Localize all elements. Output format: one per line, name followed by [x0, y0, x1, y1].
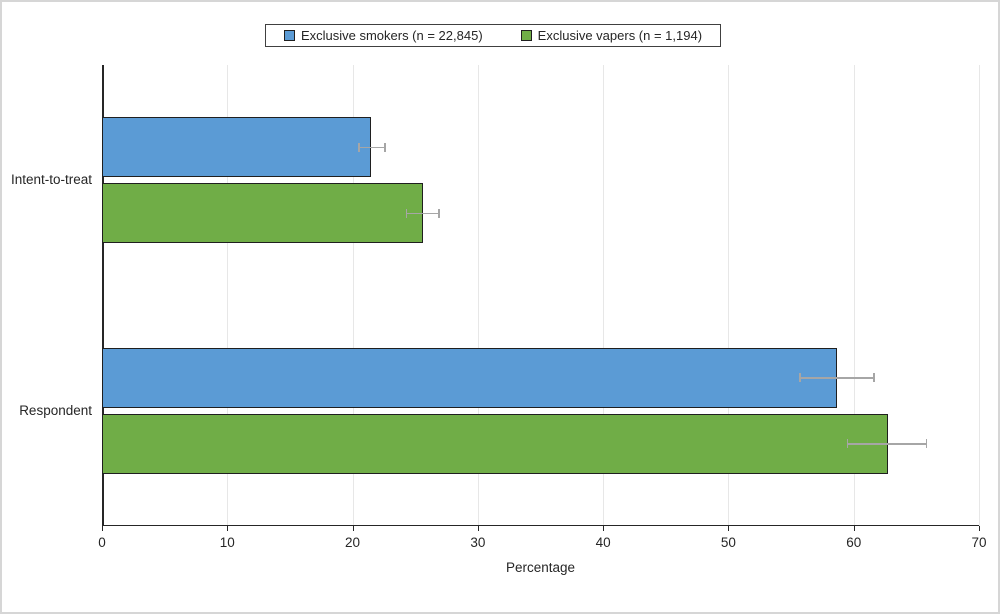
bar-exclusive-vapers-n-1-194-respondent — [102, 413, 888, 474]
x-tick-label: 10 — [219, 535, 235, 550]
error-bar-cap — [405, 208, 408, 218]
bar-exclusive-smokers-n-22-845-respondent — [102, 347, 838, 408]
gridline — [728, 65, 730, 526]
gridline — [227, 65, 229, 526]
legend-item-exclusive-vapers: Exclusive vapers (n = 1,194) — [520, 28, 703, 43]
x-tick-label: 50 — [720, 535, 736, 550]
x-axis-tick — [979, 526, 980, 531]
legend-label-exclusive-vapers: Exclusive vapers (n = 1,194) — [537, 28, 703, 43]
error-bar-line — [358, 146, 386, 148]
error-bar-cap — [384, 142, 386, 152]
error-bar-cap — [438, 208, 440, 218]
vapers-swatch-icon — [520, 30, 532, 41]
chart-legend: Exclusive smokers (n = 22,845) Exclusive… — [265, 24, 721, 47]
gridline — [979, 65, 980, 526]
error-bar-cap — [925, 439, 928, 449]
category-label-respondent: Respondent — [19, 402, 92, 418]
x-axis-line — [102, 524, 979, 526]
gridline — [352, 65, 354, 526]
error-bar-line — [406, 212, 439, 214]
x-tick-label: 40 — [595, 535, 611, 550]
bar-exclusive-smokers-n-22-845-intent-to-treat — [102, 117, 372, 178]
x-tick-label: 60 — [846, 535, 862, 550]
smokers-swatch-icon — [283, 30, 295, 41]
x-axis-title: Percentage — [505, 560, 576, 575]
x-tick-label: 70 — [971, 535, 987, 550]
error-bar-cap — [358, 142, 360, 152]
x-axis-tick — [352, 526, 354, 531]
legend-item-exclusive-smokers: Exclusive smokers (n = 22,845) — [283, 28, 483, 43]
y-axis-line — [102, 65, 104, 526]
x-tick-label: 30 — [470, 535, 486, 550]
error-bar-line — [799, 377, 874, 379]
x-axis-tick — [227, 526, 229, 531]
gridline — [603, 65, 605, 526]
x-axis-tick — [603, 526, 605, 531]
x-tick-label: 20 — [345, 535, 361, 550]
x-axis-tick — [102, 526, 103, 531]
error-bar-cap — [846, 439, 849, 449]
gridline — [853, 65, 855, 526]
error-bar-line — [847, 443, 927, 445]
error-bar-cap — [799, 373, 801, 383]
x-axis-tick — [853, 526, 855, 531]
plot-area: 0 10 20 30 40 50 60 70 Intent-to-treat Respondent — [11, 65, 987, 550]
x-tick-label: 0 — [98, 535, 106, 550]
x-axis-tick — [477, 526, 479, 531]
category-label-intent-to-treat: Intent-to-treat — [10, 172, 92, 188]
legend-label-exclusive-smokers: Exclusive smokers (n = 22,845) — [300, 28, 483, 43]
bar-exclusive-vapers-n-1-194-intent-to-treat — [102, 183, 423, 244]
gridline — [477, 65, 479, 526]
x-axis-tick — [728, 526, 730, 531]
error-bar-cap — [873, 373, 875, 383]
